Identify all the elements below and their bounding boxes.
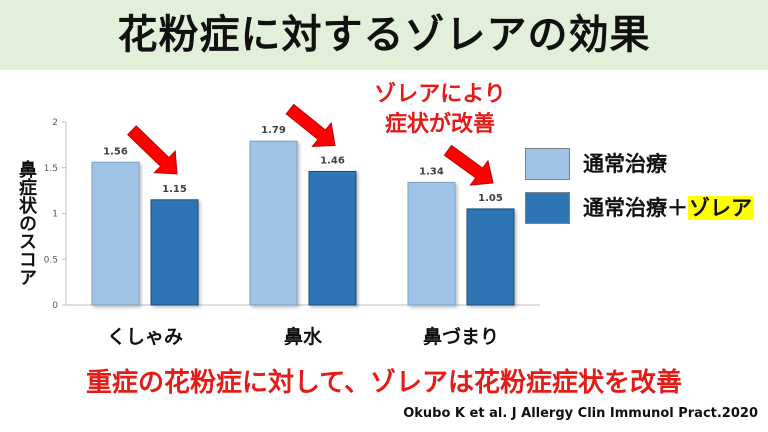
data-label: 1.05 [478,193,503,204]
annotation-line-1: ゾレアにより [374,82,506,107]
annotation-line-2: 症状が改善 [384,112,495,137]
bar-xolair [308,170,357,306]
bar-standard [407,181,456,306]
category-label: くしゃみ [107,326,183,348]
legend-label-xolair-highlight: ゾレア [688,196,753,220]
data-label: 1.56 [103,146,128,157]
bar-standard [249,140,298,306]
legend-label-xolair-prefix: 通常治療＋ [583,196,688,220]
decrease-arrow [285,103,336,147]
y-tick-label: 0 [52,301,58,311]
category-label: 鼻水 [284,325,323,348]
bar-chart: 0 0.5 1 1.5 2 くしゃみ 鼻水 鼻づまり 1.56 1.15 1.79 1.46 1.34… [44,103,540,348]
bar-xolair [150,199,199,306]
citation: Okubo K et al. J Allergy Clin Immunol Pr… [403,406,758,421]
legend-label-xolair: 通常治療＋ゾレア [583,192,753,224]
decrease-arrow [443,144,494,186]
legend-swatch-xolair [525,192,570,224]
legend-swatch-standard [525,148,570,180]
bar-standard [91,161,140,306]
arrows [127,103,494,186]
title-banner [0,0,768,70]
y-tick-label: 1.5 [44,164,58,174]
category-label: 鼻づまり [423,325,499,348]
improvement-annotation: ゾレアにより 症状が改善 [345,80,535,140]
data-label: 1.15 [162,184,187,195]
legend-label-standard: 通常治療 [583,152,667,176]
decrease-arrow [127,125,178,175]
bars: 1.56 1.15 1.79 1.46 1.34 1.05 [91,125,515,306]
axes: 0 0.5 1 1.5 2 くしゃみ 鼻水 鼻づまり [44,118,540,348]
y-tick-label: 1 [52,210,58,220]
data-label: 1.79 [261,125,286,136]
data-label: 1.34 [419,166,444,177]
bar-xolair [466,208,515,306]
slide-title: 花粉症に対するゾレアの効果 [117,12,651,58]
y-tick-label: 0.5 [44,255,58,265]
data-label: 1.46 [320,155,345,166]
y-tick-label: 2 [52,118,58,128]
conclusion-text: 重症の花粉症に対して、ゾレアは花粉症症状を改善 [86,368,682,398]
y-axis-label: 鼻症状のスコア [16,160,37,286]
